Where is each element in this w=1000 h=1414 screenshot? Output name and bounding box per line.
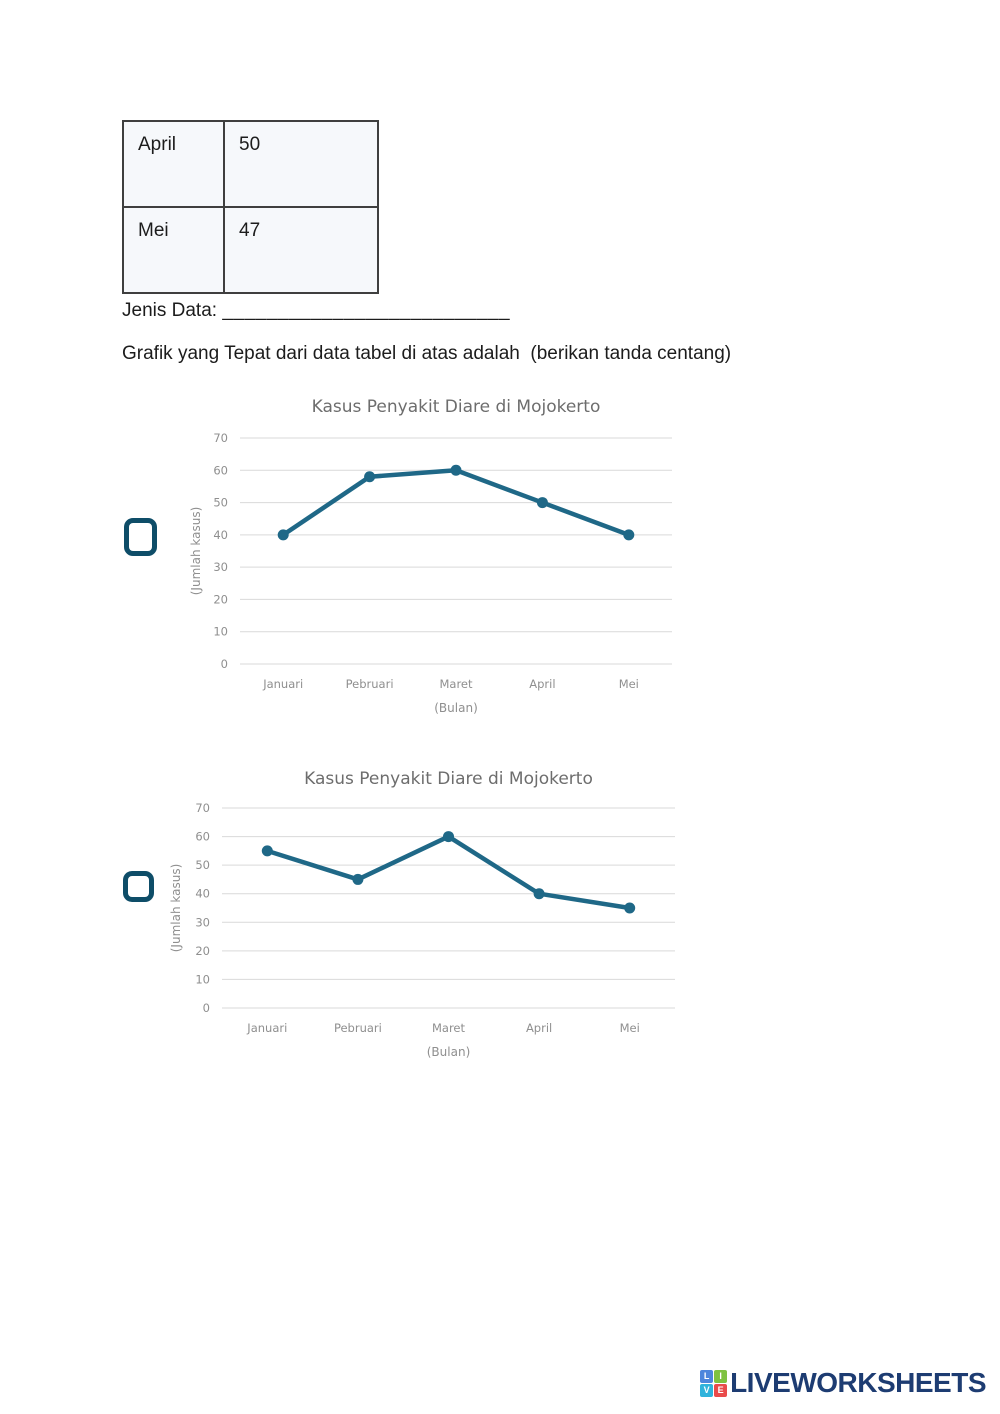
y-tick-label: 10 <box>213 625 228 639</box>
x-tick-label: Maret <box>432 1021 466 1035</box>
x-tick-label: Januari <box>246 1021 287 1035</box>
y-tick-label: 50 <box>213 496 228 510</box>
logo-letter-square: I <box>714 1369 728 1383</box>
logo-letter-square: L <box>700 1369 714 1383</box>
jenis-data-line: Jenis Data: __________________________ <box>122 300 510 322</box>
data-point <box>352 873 364 885</box>
y-axis-title: (Jumlah kasus) <box>189 507 203 596</box>
table-cell-value: 50 <box>223 120 379 208</box>
y-tick-label: 10 <box>195 972 210 986</box>
jenis-data-blank[interactable]: __________________________ <box>222 300 511 321</box>
data-line <box>265 834 632 911</box>
y-tick-label: 60 <box>195 830 210 844</box>
question-prompt: Grafik yang Tepat dari data tabel di ata… <box>122 343 732 364</box>
data-point <box>450 464 462 476</box>
logo-letter-square: E <box>714 1383 728 1397</box>
x-tick-label: April <box>529 677 555 691</box>
liveworksheets-logo-text: LIVEWORKSHEETS <box>730 1367 986 1398</box>
data-table: April 50 Mei 47 <box>122 120 379 294</box>
x-tick-label: Maret <box>439 677 473 691</box>
x-tick-label: Pebruari <box>334 1021 382 1035</box>
chart-title: Kasus Penyakit Diare di Mojokerto <box>312 397 601 417</box>
chart-option-1: Kasus Penyakit Diare di Mojokerto 0 10 20 30… <box>189 397 672 715</box>
x-axis-title: (Bulan) <box>434 701 478 715</box>
chart-option-2-checkbox[interactable] <box>123 871 154 902</box>
y-tick-label: 60 <box>213 463 228 477</box>
data-point <box>443 831 454 843</box>
data-point <box>364 471 376 483</box>
y-tick-label: 30 <box>195 915 210 929</box>
table-row: Mei 47 <box>122 206 379 294</box>
x-tick-label: Mei <box>620 1021 640 1035</box>
x-tick-label: April <box>526 1021 552 1035</box>
table-cell-month: Mei <box>122 206 225 294</box>
logo-letter-square: V <box>700 1383 714 1397</box>
y-tick-label: 20 <box>213 592 228 606</box>
table-row: April 50 <box>122 120 379 208</box>
y-tick-label: 40 <box>213 528 228 542</box>
data-point <box>536 497 548 509</box>
chart-title: Kasus Penyakit Diare di Mojokerto <box>304 769 593 789</box>
y-tick-label: 20 <box>195 944 210 958</box>
y-tick-label: 70 <box>195 801 210 815</box>
data-table-body: April 50 Mei 47 <box>122 120 379 294</box>
y-tick-label: 50 <box>195 858 210 872</box>
data-point <box>277 529 289 541</box>
data-point <box>624 902 636 914</box>
data-point <box>261 845 273 857</box>
chart-option-1-checkbox[interactable] <box>124 518 157 556</box>
data-point <box>533 888 545 900</box>
y-tick-label: 30 <box>213 560 228 574</box>
x-tick-label: Pebruari <box>346 677 394 691</box>
x-tick-label: Januari <box>262 677 303 691</box>
jenis-data-label: Jenis Data: <box>122 300 218 321</box>
y-tick-label: 0 <box>203 1001 210 1015</box>
y-tick-label: 0 <box>221 657 228 671</box>
x-axis-title: (Bulan) <box>427 1045 471 1059</box>
data-point <box>623 529 635 541</box>
chart-option-2: Kasus Penyakit Diare di Mojokerto 0 10 20 30… <box>169 769 675 1059</box>
y-axis-title: (Jumlah kasus) <box>169 864 183 953</box>
table-cell-value: 47 <box>223 206 379 294</box>
y-tick-label: 40 <box>195 887 210 901</box>
table-cell-month: April <box>122 120 225 208</box>
y-tick-label: 70 <box>213 431 228 445</box>
x-tick-label: Mei <box>619 677 639 691</box>
